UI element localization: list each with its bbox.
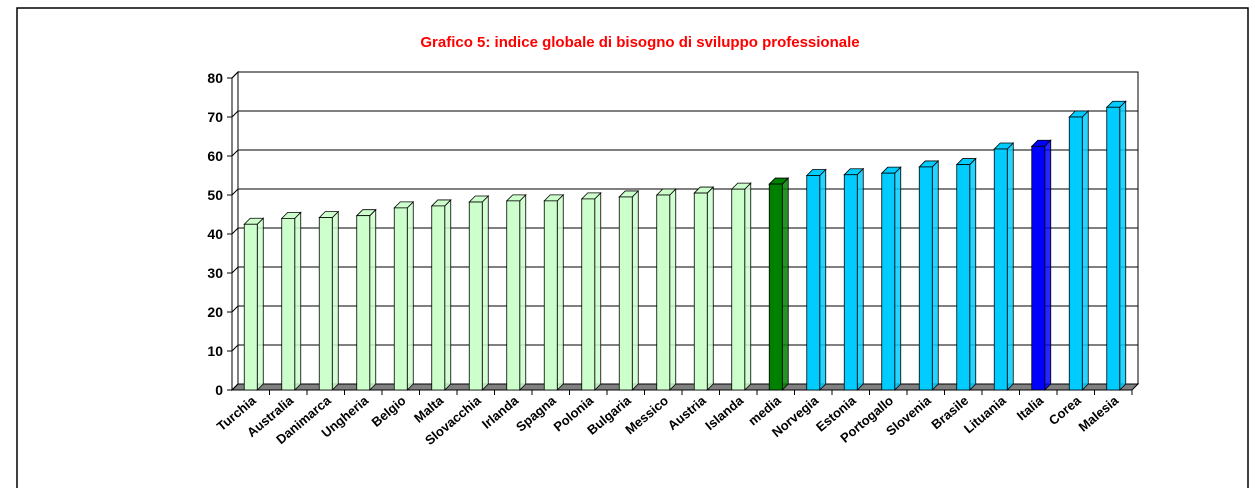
bar — [693, 192, 708, 391]
bar-side — [556, 193, 564, 391]
chart-title: Grafico 5: indice globale di bisogno di … — [420, 34, 859, 51]
bar — [656, 194, 671, 391]
bar — [843, 174, 858, 391]
bar — [318, 217, 333, 391]
y-tick-label: 60 — [207, 148, 223, 164]
y-tick-label: 80 — [207, 70, 223, 86]
grid-line — [231, 305, 1138, 313]
grid-line — [231, 344, 1138, 352]
bar-side — [781, 177, 789, 391]
bar-side — [294, 211, 302, 391]
grid-line — [231, 383, 1138, 391]
bar — [543, 200, 558, 391]
bar-side — [331, 210, 339, 391]
bar-side — [969, 157, 977, 391]
bar-side — [669, 188, 677, 391]
bar — [1031, 145, 1046, 391]
y-tick-label: 50 — [207, 187, 223, 203]
bar-side — [594, 191, 602, 391]
y-tick-label: 40 — [207, 226, 223, 242]
bar-side — [931, 159, 939, 391]
bar-side — [256, 217, 264, 391]
bar — [918, 166, 933, 391]
bar — [506, 200, 521, 391]
grid-line — [231, 149, 1138, 157]
y-tick-label: 20 — [207, 304, 223, 320]
bar-side — [706, 186, 714, 391]
bar-side — [856, 167, 864, 391]
y-tick-label: 10 — [207, 343, 223, 359]
grid-line — [231, 188, 1138, 196]
bar-side — [1044, 139, 1052, 391]
bar — [731, 188, 746, 391]
bar — [468, 201, 483, 391]
bar-side — [631, 189, 639, 391]
y-tick-label: 0 — [215, 382, 223, 398]
grid-line — [231, 110, 1138, 118]
bar — [881, 172, 896, 391]
bar-side — [406, 200, 414, 391]
bar — [806, 175, 821, 391]
bar — [956, 164, 971, 391]
bar — [356, 215, 371, 391]
bar — [618, 196, 633, 391]
bar — [581, 198, 596, 391]
bar — [281, 217, 296, 391]
bar-side — [519, 193, 527, 391]
bar-side — [819, 168, 827, 391]
grid-line — [231, 266, 1138, 274]
bar — [993, 148, 1008, 391]
bar-side — [1081, 110, 1089, 391]
bar — [431, 205, 446, 391]
bar — [393, 207, 408, 391]
grid-line — [231, 71, 1138, 79]
bar — [1068, 116, 1083, 391]
y-tick-label: 30 — [207, 265, 223, 281]
bar-side — [744, 182, 752, 391]
bar-side — [481, 195, 489, 391]
bar-side — [894, 166, 902, 391]
y-tick-label: 70 — [207, 109, 223, 125]
bar-side — [1119, 100, 1127, 391]
grid-line — [231, 227, 1138, 235]
bar — [768, 183, 783, 391]
bar-side — [444, 198, 452, 391]
bar-side — [1006, 142, 1014, 391]
bar — [1106, 106, 1121, 391]
bar — [243, 223, 258, 391]
bar-side — [369, 208, 377, 391]
